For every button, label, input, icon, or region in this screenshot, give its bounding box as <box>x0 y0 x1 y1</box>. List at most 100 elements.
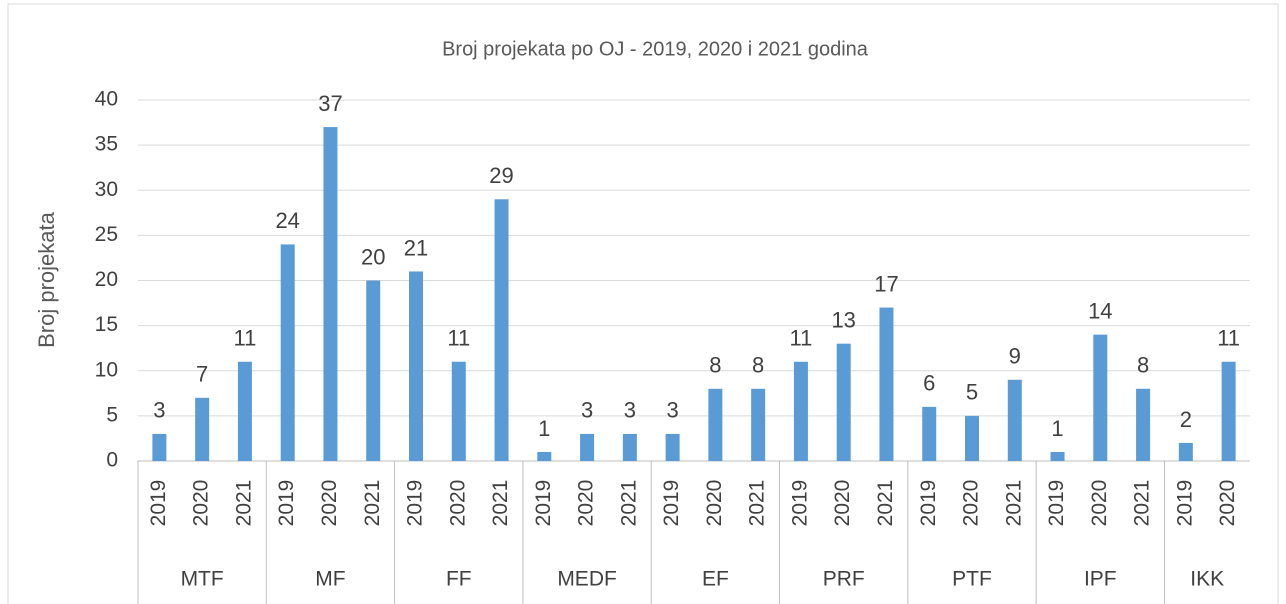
x-tick-label: 2021 <box>617 480 640 527</box>
chart-frame <box>7 3 1279 604</box>
data-label: 8 <box>1137 353 1149 378</box>
x-tick-label: 2019 <box>404 480 427 527</box>
y-axis-label: Broj projekata <box>34 211 59 348</box>
bar <box>793 361 808 461</box>
x-tick-label: 2020 <box>575 480 598 527</box>
data-label: 24 <box>275 208 299 233</box>
x-tick-label: 2021 <box>874 480 897 527</box>
data-label: 5 <box>966 380 978 405</box>
y-tick-label: 20 <box>95 268 118 291</box>
x-tick-label: 2019 <box>275 480 298 527</box>
bar <box>965 415 979 461</box>
x-tick-label: 2020 <box>703 480 726 527</box>
data-label: 1 <box>538 416 550 441</box>
data-label: 14 <box>1088 298 1112 323</box>
data-label: 13 <box>831 307 855 332</box>
x-tick-label: 2020 <box>190 480 213 527</box>
x-tick-label: 2020 <box>446 480 469 527</box>
bar <box>1178 442 1193 461</box>
bar <box>280 244 295 461</box>
bar <box>537 451 552 461</box>
x-tick-label: 2020 <box>1216 480 1239 527</box>
x-tick-label: 2020 <box>318 480 341 527</box>
y-tick-label: 0 <box>106 449 118 472</box>
x-tick-label: 2019 <box>917 480 940 527</box>
x-tick-label: 2019 <box>1173 480 1196 527</box>
data-label: 37 <box>318 91 342 116</box>
x-tick-label: 2019 <box>147 480 170 527</box>
bar <box>366 280 381 461</box>
data-label: 11 <box>790 326 813 351</box>
group-label: MTF <box>181 568 224 591</box>
bar <box>1093 334 1108 461</box>
x-tick-label: 2019 <box>660 480 683 527</box>
bar <box>1007 379 1022 461</box>
data-label: 9 <box>1009 344 1021 369</box>
bar <box>879 307 894 461</box>
x-tick-label: 2021 <box>1002 480 1025 527</box>
group-label: MF <box>315 568 345 591</box>
group-label: IPF <box>1084 568 1117 591</box>
bar <box>751 388 766 461</box>
bar <box>409 271 423 461</box>
data-label: 3 <box>624 398 636 423</box>
data-label: 17 <box>874 271 898 296</box>
x-tick-label: 2020 <box>831 480 854 527</box>
bar <box>622 433 637 461</box>
bar <box>708 388 723 461</box>
bar <box>1221 361 1236 461</box>
x-tick-label: 2021 <box>232 480 255 527</box>
group-label: IKK <box>1190 568 1224 591</box>
bar <box>665 433 680 461</box>
group-label: PRF <box>823 568 865 591</box>
data-label: 11 <box>447 326 470 351</box>
data-label: 8 <box>709 353 721 378</box>
bar <box>451 361 466 461</box>
data-label: 6 <box>923 371 935 396</box>
bar <box>195 397 210 461</box>
bar <box>152 433 167 461</box>
chart-title: Broj projekata po OJ - 2019, 2020 i 2021… <box>442 38 869 60</box>
data-label: 29 <box>489 163 513 188</box>
x-tick-label: 2020 <box>960 480 983 527</box>
group-label: PTF <box>952 568 992 591</box>
y-tick-label: 30 <box>95 178 118 201</box>
bar <box>494 199 509 461</box>
data-label: 3 <box>666 398 678 423</box>
data-label: 1 <box>1051 416 1063 441</box>
bar <box>1050 451 1065 461</box>
y-tick-label: 10 <box>95 358 118 381</box>
x-tick-label: 2021 <box>361 480 384 527</box>
y-tick-label: 15 <box>95 313 118 336</box>
group-label: FF <box>446 568 472 591</box>
x-tick-label: 2021 <box>746 480 769 527</box>
data-label: 11 <box>234 326 257 351</box>
x-tick-label: 2019 <box>1045 480 1068 527</box>
y-tick-label: 25 <box>95 223 118 246</box>
y-tick-label: 35 <box>95 133 118 156</box>
data-label: 8 <box>752 353 764 378</box>
data-label: 7 <box>196 362 208 387</box>
group-label: EF <box>702 568 729 591</box>
x-tick-label: 2019 <box>788 480 811 527</box>
x-tick-label: 2019 <box>532 480 555 527</box>
x-tick-label: 2021 <box>489 480 512 527</box>
bar <box>836 343 851 461</box>
y-tick-label: 5 <box>106 403 118 426</box>
data-label: 11 <box>1217 326 1240 351</box>
bar <box>1136 388 1151 461</box>
y-tick-label: 40 <box>95 88 118 111</box>
bar <box>323 127 338 461</box>
data-label: 3 <box>581 398 593 423</box>
x-tick-label: 2021 <box>1131 480 1154 527</box>
group-label: MEDF <box>557 568 617 591</box>
data-label: 3 <box>153 398 165 423</box>
data-label: 2 <box>1180 407 1192 432</box>
data-label: 21 <box>404 235 428 260</box>
bar <box>580 433 595 461</box>
bar <box>237 361 252 461</box>
data-label: 20 <box>361 244 385 269</box>
bar <box>922 406 937 461</box>
x-tick-label: 2020 <box>1088 480 1111 527</box>
